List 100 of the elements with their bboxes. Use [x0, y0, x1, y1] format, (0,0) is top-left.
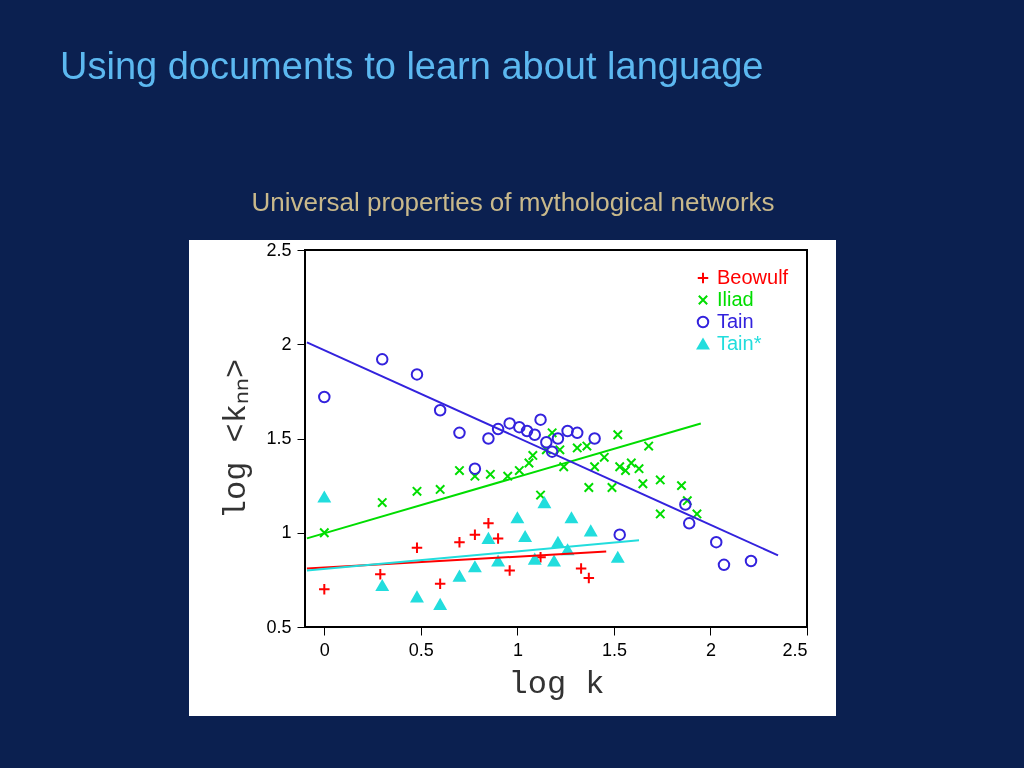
point: [582, 571, 596, 585]
point: [682, 517, 696, 530]
point: [503, 417, 516, 430]
point: [551, 432, 565, 445]
point: [655, 508, 666, 520]
point: [589, 461, 600, 472]
point: [453, 426, 466, 440]
point: [676, 480, 687, 491]
point: [547, 555, 561, 567]
point: [433, 598, 447, 610]
y-tick-label: 1: [281, 522, 292, 543]
point: [565, 512, 578, 524]
point: [614, 461, 625, 472]
point: [626, 457, 637, 469]
point: [613, 528, 626, 541]
x-tick-label: 0.5: [408, 639, 434, 660]
point: [468, 462, 482, 475]
x-tick-label: 1: [512, 639, 523, 660]
point: [468, 561, 482, 573]
point: [528, 553, 542, 565]
point: [574, 562, 588, 575]
point: [584, 525, 597, 537]
point: [540, 436, 553, 449]
point: [433, 403, 447, 417]
point: [503, 564, 516, 577]
point: [538, 497, 551, 509]
point: [482, 517, 495, 530]
point: [611, 551, 625, 563]
point: [482, 532, 495, 544]
point: [502, 471, 513, 482]
point: [682, 495, 693, 506]
point: [511, 512, 524, 524]
point: [410, 541, 424, 555]
point: [606, 482, 618, 493]
y-tick-label: 1.5: [266, 428, 292, 448]
legend-label: Iliad: [717, 288, 754, 310]
point: [534, 413, 547, 426]
point: [637, 478, 649, 489]
point: [570, 426, 584, 440]
chart-subtitle: Universal properties of mythological networks: [251, 187, 775, 217]
point: [744, 554, 758, 568]
point: [375, 353, 389, 366]
point: [514, 465, 525, 476]
point: [377, 497, 388, 508]
point: [318, 491, 331, 503]
x-tick-label: 0: [319, 639, 330, 660]
point: [554, 444, 566, 455]
point: [710, 535, 723, 549]
point: [717, 558, 731, 572]
point: [691, 508, 703, 520]
y-axis-title: log <kₙₙ>: [218, 358, 256, 520]
point: [410, 591, 424, 603]
point: [655, 474, 666, 486]
point: [546, 427, 558, 439]
point: [468, 528, 482, 541]
point: [485, 469, 496, 480]
x-tick-label: 1.5: [601, 639, 627, 660]
point: [318, 583, 331, 596]
legend-label: Tain: [717, 310, 754, 332]
point: [612, 429, 623, 440]
point: [491, 532, 505, 545]
chart-title: Using documents to learn about language: [60, 45, 764, 87]
x-tick-label: 2.5: [782, 639, 808, 660]
point: [318, 390, 331, 404]
x-axis-title: log k: [508, 665, 605, 703]
point: [545, 445, 559, 458]
point: [453, 570, 466, 582]
point: [518, 530, 532, 543]
point: [434, 484, 446, 495]
point: [319, 527, 330, 538]
point: [572, 442, 583, 454]
point: [633, 463, 645, 474]
point: [581, 440, 593, 452]
point: [679, 498, 692, 511]
point: [561, 424, 574, 438]
legend-label: Beowulf: [717, 266, 789, 288]
point: [558, 461, 569, 472]
point: [588, 432, 601, 445]
point: [482, 432, 495, 445]
point: [374, 567, 387, 581]
point: [410, 368, 424, 381]
point: [453, 535, 466, 549]
x-tick-label: 2: [705, 639, 716, 660]
point: [513, 420, 526, 434]
point: [433, 577, 447, 590]
point: [411, 486, 423, 497]
point: [454, 465, 465, 476]
point: [469, 471, 481, 482]
point: [528, 428, 542, 441]
point: [643, 440, 654, 452]
legend-label: Tain*: [717, 332, 762, 354]
point: [599, 452, 610, 463]
point: [520, 424, 534, 438]
y-tick-label: 2: [281, 333, 292, 354]
point: [535, 489, 546, 501]
point: [620, 465, 631, 476]
point: [491, 422, 505, 436]
y-tick-label: 0.5: [266, 616, 292, 637]
y-tick-label: 2.5: [266, 239, 292, 260]
point: [583, 482, 595, 493]
